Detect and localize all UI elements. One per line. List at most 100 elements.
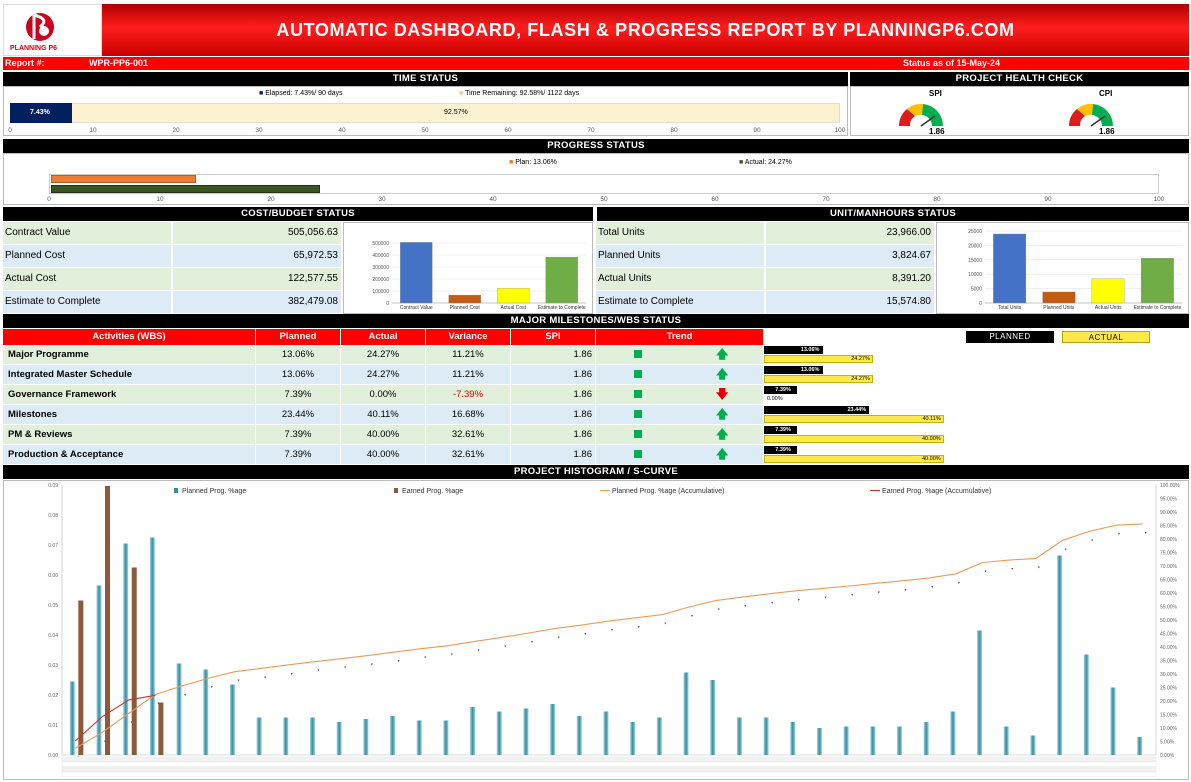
planned-bar xyxy=(763,717,769,755)
milestone-name: Production & Acceptance xyxy=(3,445,256,464)
curve-point-marker: ▾ xyxy=(664,621,666,626)
right-y-tick: 100.00% xyxy=(1160,483,1180,489)
unit-row: Total Units 23,966.00 xyxy=(596,222,934,244)
unit-value: 23,966.00 xyxy=(766,222,934,244)
curve-point-marker: ▾ xyxy=(931,584,933,589)
curve-point-marker: ▾ xyxy=(157,701,159,706)
milestone-variance: 32.61% xyxy=(426,445,511,464)
cost-row: Planned Cost 65,972.53 xyxy=(3,245,341,267)
milestone-col-header: Planned xyxy=(256,329,341,345)
progress-axis-tick: 0 xyxy=(47,196,51,203)
arrow-up-icon: 🡅 xyxy=(716,407,729,421)
curve-point-marker: ▾ xyxy=(691,613,693,618)
planned-bar xyxy=(443,720,449,755)
milestone-actual-bar-label: 24.27% xyxy=(851,356,870,362)
planned-bar xyxy=(523,708,529,755)
left-y-tick: 0.08 xyxy=(48,513,58,519)
right-y-tick: 45.00% xyxy=(1160,632,1178,638)
curve-point-marker: ▾ xyxy=(798,597,800,602)
cost-value: 382,479.08 xyxy=(173,291,341,313)
right-y-tick: 70.00% xyxy=(1160,564,1178,570)
milestone-actual-bar-label: 40.00% xyxy=(922,436,941,442)
milestone-planned-bar-label: 13.06% xyxy=(800,347,820,353)
curve-point-marker: ▾ xyxy=(905,587,907,592)
milestone-row: Integrated Master Schedule 13.06% 24.27% 11… xyxy=(3,365,1189,384)
cost-row: Estimate to Complete 382,479.08 xyxy=(3,291,341,313)
arrow-up-icon: 🡅 xyxy=(716,447,729,461)
planned-bar xyxy=(149,537,155,755)
milestone-actual-bar-label: 0.00% xyxy=(767,396,783,402)
milestone-actual-bar-label: 40.11% xyxy=(922,416,941,422)
cost-value: 122,577.55 xyxy=(173,268,341,290)
planned-bar xyxy=(683,672,689,755)
y-tick-label: 100000 xyxy=(372,289,389,295)
planned-bar xyxy=(950,711,956,755)
milestone-actual: 24.27% xyxy=(341,345,426,364)
time-axis: 0 10 20 30 40 50 60 70 80 90 100 xyxy=(8,127,845,136)
legend-label: Planned Prog. %age xyxy=(182,488,246,495)
curve-point-marker: ▾ xyxy=(77,754,79,759)
chart-bar xyxy=(448,294,481,304)
unit-value: 15,574.80 xyxy=(766,291,934,313)
planned-bar xyxy=(1110,687,1116,755)
milestone-name: Integrated Master Schedule xyxy=(3,365,256,384)
milestone-trend: 🡅 xyxy=(596,365,764,384)
legend-planned: PLANNED xyxy=(966,331,1054,343)
right-y-tick: 0.00% xyxy=(1160,753,1175,759)
planned-bar xyxy=(363,719,369,755)
planned-bar xyxy=(843,726,849,755)
unit-chart: 0 5000 10000 15000 20000 25000 Total Units Plan… xyxy=(968,229,1182,311)
planned-bar xyxy=(309,717,315,755)
left-y-tick: 0.02 xyxy=(48,693,58,699)
y-tick-label: 10000 xyxy=(968,272,982,278)
time-status-title: TIME STATUS xyxy=(3,72,848,86)
spi-gauge-icon xyxy=(899,103,944,127)
time-axis-tick: 10 xyxy=(89,127,97,134)
time-axis-tick: 100 xyxy=(834,127,846,134)
curve-point-marker: ▾ xyxy=(131,719,133,724)
curve-point-marker: ▾ xyxy=(1038,564,1040,569)
time-axis-tick: 40 xyxy=(338,127,346,134)
planned-bar xyxy=(816,728,822,755)
right-y-tick: 40.00% xyxy=(1160,645,1178,651)
right-y-tick: 25.00% xyxy=(1160,686,1178,692)
spi-value: 1.86 xyxy=(929,127,945,136)
right-y-tick: 20.00% xyxy=(1160,699,1178,705)
time-bar-elapsed xyxy=(10,103,72,123)
milestone-col-header: Activities (WBS) xyxy=(3,329,256,345)
milestone-planned-bar-label: 23.44% xyxy=(847,407,867,413)
planned-bar xyxy=(69,681,75,755)
unit-status-title: UNIT/MANHOURS STATUS xyxy=(597,207,1189,221)
milestone-col-header: Trend xyxy=(596,329,764,345)
planned-bar xyxy=(123,543,129,755)
curve-point-marker: ▾ xyxy=(104,739,106,744)
progress-actual-bar xyxy=(51,185,321,193)
progress-legend-plan: ■ Plan: 13.06% xyxy=(509,159,557,166)
cost-table: Contract Value 505,056.63 Planned Cost 65,9… xyxy=(3,222,341,314)
time-axis-tick: 70 xyxy=(587,127,595,134)
milestone-actual-bar-label: 40.00% xyxy=(922,456,941,462)
health-check-panel: SPI 1.86 CPI 1.86 xyxy=(850,86,1189,136)
report-number: WPR-PP6-001 xyxy=(89,58,149,68)
planned-bar xyxy=(736,717,742,755)
curve-point-marker: ▾ xyxy=(291,671,293,676)
left-y-tick: 0.05 xyxy=(48,603,58,609)
status-square-icon xyxy=(634,430,642,438)
time-legend-remaining-text: Time Remaining: 92.58%/ 1122 days xyxy=(465,90,580,97)
planned-bar xyxy=(176,663,182,755)
time-axis-tick: 60 xyxy=(504,127,512,134)
planned-bar xyxy=(977,630,983,755)
progress-axis-tick: 20 xyxy=(267,196,275,203)
progress-axis-tick: 60 xyxy=(711,196,719,203)
curve-point-marker: ▾ xyxy=(558,634,560,639)
status-square-icon xyxy=(634,390,642,398)
time-bar-track xyxy=(10,103,840,123)
status-date: Status as of 15-May-24 xyxy=(903,58,1001,68)
milestone-row: Governance Framework 7.39% 0.00% -7.39% 1.86… xyxy=(3,385,1189,404)
cost-chart-panel: 0 100000 200000 300000 400000 500000 Contract … xyxy=(343,222,593,314)
histogram-chart: 0.00 0.01 0.02 0.03 0.04 0.05 0.06 0.07 0.08 0.09… xyxy=(48,483,1180,777)
milestone-planned-bar xyxy=(764,426,798,434)
right-y-tick: 5.00% xyxy=(1160,740,1175,746)
milestone-trend: 🡅 xyxy=(596,445,764,464)
chart-bar xyxy=(1042,291,1076,304)
